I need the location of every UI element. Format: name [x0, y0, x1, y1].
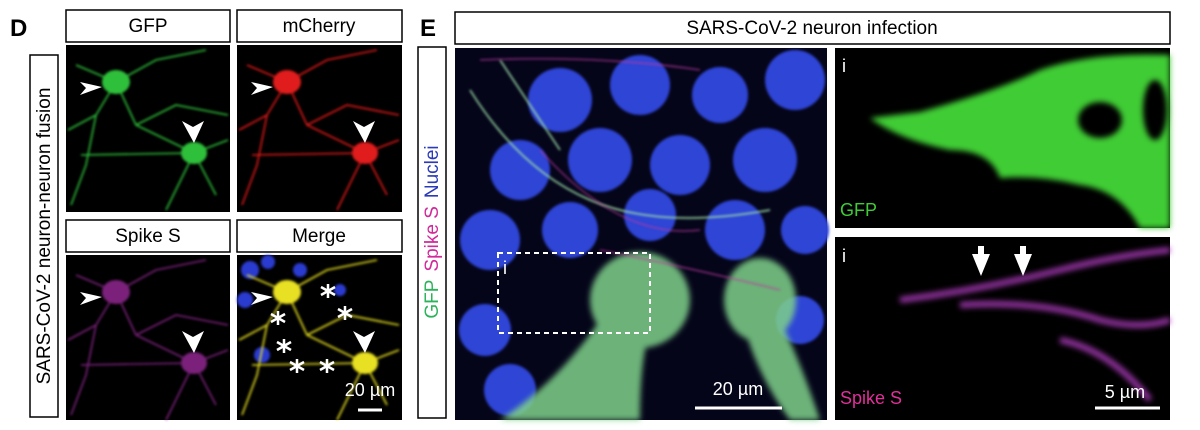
inset-box	[497, 252, 651, 334]
panel-d-images-shape	[236, 9, 403, 43]
main-image-shape-shape	[484, 364, 536, 416]
main-image-shape-shape	[499, 59, 561, 151]
main-image: i 20 µm	[455, 48, 829, 420]
asterisks-shape	[320, 284, 336, 298]
inset-spike-shape-shape	[972, 246, 990, 276]
main-image-shape	[500, 252, 820, 420]
main-image-shape	[469, 59, 771, 219]
main-image-shape-shape	[528, 68, 592, 132]
panel-title: SARS-CoV-2 neuron infection	[686, 18, 937, 39]
inset-gfp-shape-shape	[1143, 80, 1167, 140]
panel-d-images-shape	[237, 255, 346, 363]
inset-gfp: i GFP	[835, 48, 1170, 228]
asterisks-shape	[289, 359, 305, 373]
main-image-shape-shape	[765, 50, 825, 110]
side-box	[417, 46, 447, 419]
inset-gfp-shape-shape	[870, 54, 1170, 228]
main-image-shape-shape	[568, 128, 632, 192]
panel-d-images-shape	[66, 45, 230, 212]
asterisks-shape	[276, 339, 292, 353]
image-title: Spike S	[115, 226, 180, 247]
scale-bar-label: 20 µm	[713, 379, 763, 399]
main-image-shape-shape	[733, 128, 797, 192]
main-image-shape-shape	[459, 304, 511, 356]
main-image-shape-shape	[610, 55, 670, 115]
scale-bar-label: 20 µm	[345, 380, 395, 400]
main-image-shape-shape	[692, 67, 748, 123]
image-title: GFP	[128, 16, 167, 37]
main-image-shape-shape	[542, 202, 598, 258]
channel-label: Spike S	[840, 388, 902, 408]
panel-label: E	[420, 15, 436, 42]
channel-nuclei: Nuclei	[422, 145, 443, 198]
panel-d-images: GFP mCherry Spike S Merge 20 µm	[65, 9, 403, 420]
inset-spike-shape-shape	[1059, 337, 1153, 402]
asterisks-shape	[270, 311, 286, 325]
inset-spike-shape	[899, 247, 1171, 402]
asterisks-shape	[319, 359, 335, 373]
panel-label: D	[10, 15, 27, 42]
main-image-shape-shape	[781, 206, 829, 254]
side-box	[29, 54, 59, 418]
panel-d-images-shape	[237, 45, 402, 212]
inset-spike-shape	[835, 237, 1170, 420]
inset-label: i	[503, 258, 507, 278]
main-image-shape-shape	[705, 200, 765, 260]
panel-d-images-shape-shape	[254, 347, 270, 363]
panel-d-images-shape-shape	[261, 255, 275, 269]
panel-d-images-shape-shape	[334, 284, 346, 296]
asterisks-shape	[337, 306, 353, 320]
asterisks	[270, 284, 353, 373]
inset-gfp-shape	[870, 54, 1170, 228]
panel-d-images-shape	[65, 9, 231, 43]
image-title: mCherry	[283, 16, 356, 37]
main-image-shape-shape	[460, 210, 520, 270]
main-image-shape-shape	[650, 135, 710, 195]
main-image-shape-shape	[469, 89, 771, 219]
main-image-shape-shape	[745, 320, 820, 420]
inset-label: i	[842, 246, 846, 266]
inset-spike: i Spike S 5 µm	[835, 237, 1171, 420]
channel-legend: GFP Spike S Nuclei	[422, 145, 443, 318]
main-image-shape-shape	[490, 140, 550, 200]
main-image-shape	[479, 58, 781, 291]
inset-spike-shape-shape	[1014, 246, 1032, 276]
panel-d-images-shape	[66, 255, 230, 420]
inset-label: i	[842, 56, 846, 76]
panel-d-images-shape-shape	[241, 261, 259, 279]
main-image-shape	[459, 50, 829, 416]
scale-bar-label: 5 µm	[1105, 382, 1145, 402]
channel-spike: Spike S	[422, 206, 443, 271]
channel-label: GFP	[840, 200, 877, 220]
side-label: SARS-CoV-2 neuron-neuron fusion	[34, 88, 55, 385]
title-box	[454, 11, 1171, 45]
inset-spike-shape-shape	[899, 247, 1171, 303]
inset-gfp-shape	[1078, 80, 1167, 140]
inset-spike-shape	[972, 246, 1032, 276]
channel-gfp: GFP	[422, 280, 443, 319]
inset-gfp-shape-shape	[1078, 102, 1122, 138]
panel-d-images-shape	[65, 219, 231, 253]
panel-d-images-shape-shape	[237, 292, 253, 308]
inset-spike-shape-shape	[959, 301, 1171, 328]
image-title: Merge	[292, 226, 346, 247]
main-image-shape-shape	[500, 320, 650, 420]
main-image-shape-shape	[479, 58, 781, 291]
panel-d-images-shape-shape	[293, 263, 307, 277]
panel-d-images-shape	[236, 219, 403, 253]
